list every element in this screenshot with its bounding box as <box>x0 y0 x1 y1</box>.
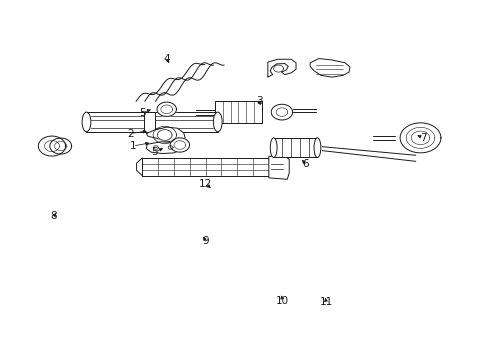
Text: 1: 1 <box>129 141 136 151</box>
Text: 10: 10 <box>275 296 288 306</box>
Polygon shape <box>157 130 172 140</box>
Text: 3: 3 <box>255 96 262 107</box>
Polygon shape <box>309 59 349 77</box>
Text: 9: 9 <box>202 236 208 246</box>
Ellipse shape <box>313 138 320 157</box>
Text: 8: 8 <box>50 211 57 221</box>
Polygon shape <box>50 138 71 154</box>
Polygon shape <box>271 104 292 120</box>
Polygon shape <box>38 136 65 156</box>
Text: 11: 11 <box>319 297 332 307</box>
Polygon shape <box>86 112 217 132</box>
Ellipse shape <box>213 112 222 132</box>
Polygon shape <box>142 158 268 176</box>
Text: 2: 2 <box>127 129 133 139</box>
Polygon shape <box>170 138 189 152</box>
Polygon shape <box>146 127 185 142</box>
Text: 12: 12 <box>199 179 212 189</box>
Text: 6: 6 <box>302 159 308 169</box>
Polygon shape <box>399 123 440 153</box>
Polygon shape <box>215 102 261 123</box>
Ellipse shape <box>270 138 277 157</box>
Ellipse shape <box>82 112 91 132</box>
Text: 4: 4 <box>163 54 170 64</box>
Polygon shape <box>273 138 317 157</box>
Polygon shape <box>157 102 176 116</box>
Polygon shape <box>268 155 288 179</box>
Text: 7: 7 <box>419 133 426 143</box>
Text: 5: 5 <box>151 147 158 157</box>
Polygon shape <box>144 112 155 132</box>
Polygon shape <box>267 59 295 77</box>
Text: 5: 5 <box>139 108 145 118</box>
Polygon shape <box>146 142 180 154</box>
